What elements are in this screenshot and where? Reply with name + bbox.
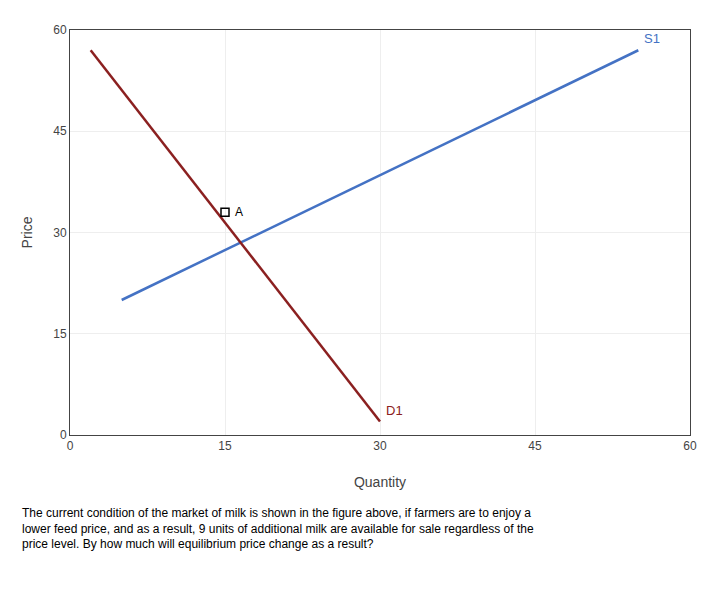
svg-text:0: 0 <box>60 428 67 442</box>
svg-text:Quantity: Quantity <box>354 474 406 490</box>
svg-text:A: A <box>235 205 243 219</box>
svg-text:30: 30 <box>373 439 387 453</box>
svg-text:The current condition of the m: The current condition of the market of m… <box>22 506 534 551</box>
svg-text:S1: S1 <box>644 31 660 46</box>
svg-text:0: 0 <box>67 439 74 453</box>
svg-text:D1: D1 <box>386 403 403 418</box>
svg-text:60: 60 <box>53 23 67 37</box>
svg-text:45: 45 <box>53 124 67 138</box>
svg-text:15: 15 <box>218 439 232 453</box>
svg-text:Price: Price <box>19 216 35 248</box>
svg-text:30: 30 <box>53 226 67 240</box>
svg-text:15: 15 <box>53 327 67 341</box>
svg-text:45: 45 <box>528 439 542 453</box>
svg-text:60: 60 <box>683 439 697 453</box>
